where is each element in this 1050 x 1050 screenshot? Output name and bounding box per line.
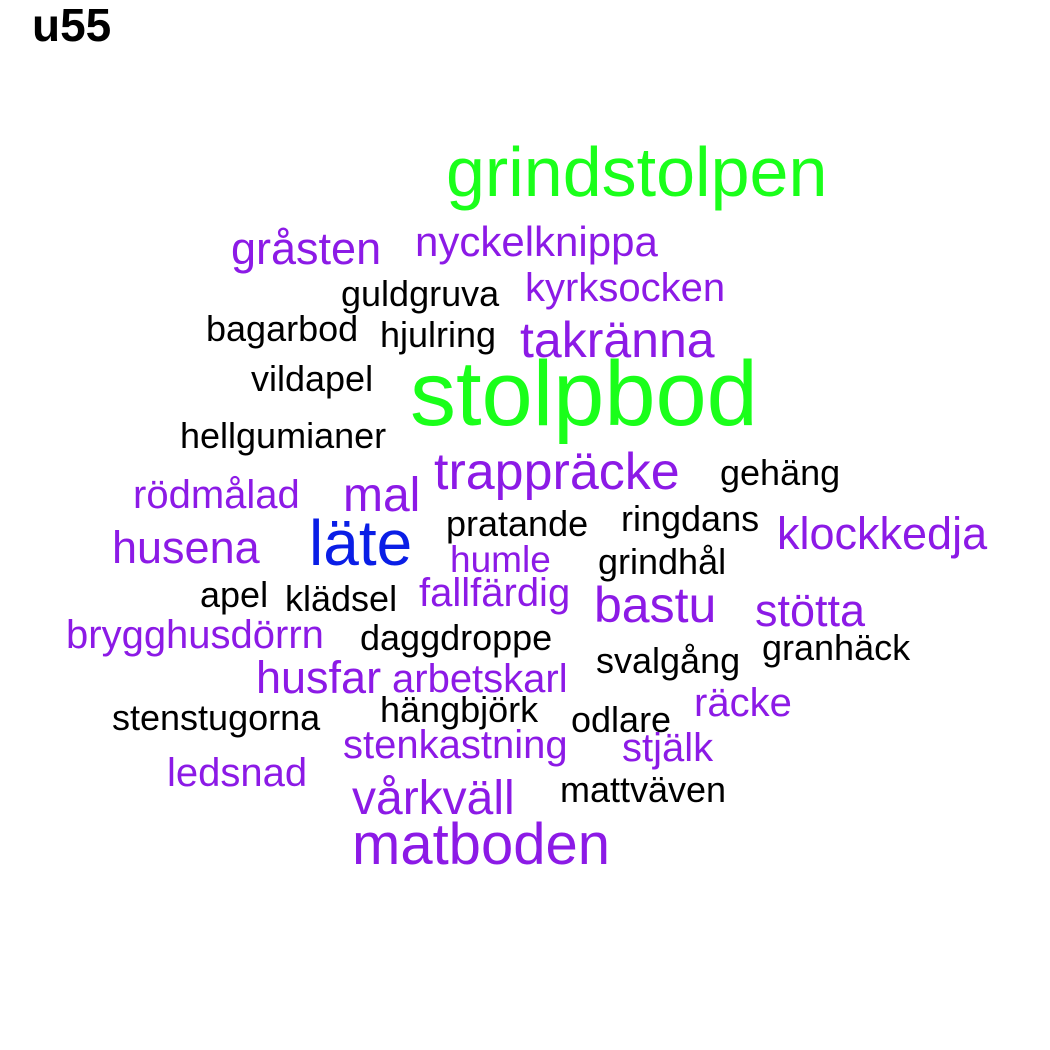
word-pratande: pratande [446,503,589,544]
word-stjälk: stjälk [622,726,714,770]
word-trappräcke: trappräcke [434,443,680,501]
word-husfar: husfar [256,652,382,703]
word-vårkväll: vårkväll [352,772,515,825]
word-guldgruva: guldgruva [341,273,500,314]
word-stenkastning: stenkastning [343,723,568,767]
word-matboden: matboden [352,812,610,877]
word-grindhål: grindhål [598,541,727,582]
word-gehäng: gehäng [720,452,841,493]
word-fallfärdig: fallfärdig [419,571,571,615]
word-kyrksocken: kyrksocken [525,266,726,310]
word-takränna: takränna [520,312,715,368]
word-bagarbod: bagarbod [206,308,359,349]
word-apel: apel [200,574,269,615]
word-rödmålad: rödmålad [133,473,300,517]
word-arbetskarl: arbetskarl [392,657,568,701]
word-humle: humle [450,539,551,580]
word-nyckelknippa: nyckelknippa [415,218,658,265]
word-hjulring: hjulring [380,314,497,355]
word-mattväven: mattväven [560,769,727,810]
page-title: u55 [32,0,112,51]
word-mal: mal [343,469,421,522]
word-klockkedja: klockkedja [777,508,988,559]
word-brygghusdörrn: brygghusdörrn [66,613,324,657]
word-bastu: bastu [594,577,717,633]
word-grindstolpen: grindstolpen [446,133,828,211]
word-ledsnad: ledsnad [167,751,308,795]
word-räcke: räcke [694,681,792,725]
word-granhäck: granhäck [762,627,911,668]
word-daggdroppe: daggdroppe [360,617,553,658]
word-stolpbod: stolpbod [410,343,758,445]
word-svalgång: svalgång [596,640,741,681]
word-läte: läte [309,507,413,579]
word-stenstugorna: stenstugorna [112,697,321,738]
word-odlare: odlare [571,699,672,740]
word-hellgumianer: hellgumianer [180,415,387,456]
word-husena: husena [112,522,260,573]
word-ringdans: ringdans [621,498,760,539]
word-hängbjörk: hängbjörk [380,689,539,730]
word-klädsel: klädsel [285,578,398,619]
word-stötta: stötta [755,585,866,636]
word-gråsten: gråsten [231,223,382,274]
word-vildapel: vildapel [251,358,374,399]
